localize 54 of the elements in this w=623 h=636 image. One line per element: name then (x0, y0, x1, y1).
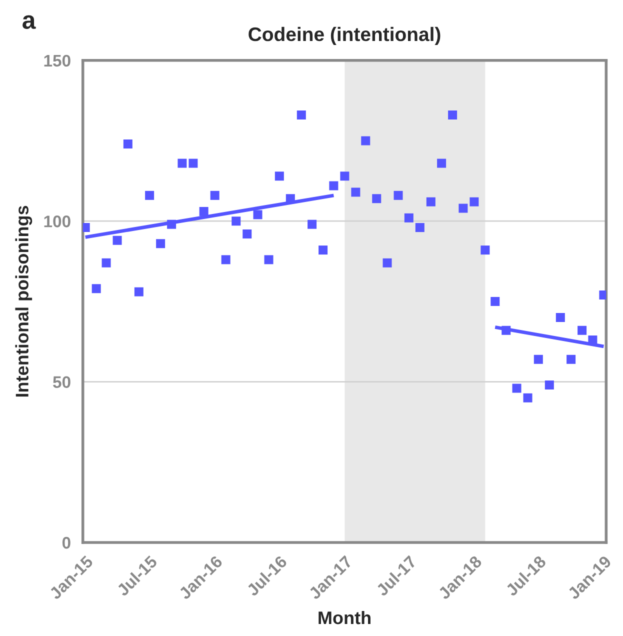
point (372, 194, 382, 204)
point (415, 223, 424, 232)
point (502, 326, 511, 335)
point (242, 229, 252, 238)
point (112, 236, 122, 245)
point (156, 239, 166, 248)
point (426, 197, 436, 206)
point (458, 204, 468, 213)
point (578, 326, 587, 335)
y-axis-title: Intentional poisonings (15, 206, 32, 397)
point (351, 188, 360, 197)
point (253, 210, 262, 220)
point (199, 206, 208, 216)
point (296, 110, 306, 120)
point (544, 380, 554, 390)
x-axis-title: Month (318, 610, 370, 624)
point (361, 136, 370, 146)
point (318, 246, 328, 255)
point (188, 158, 198, 168)
point (134, 287, 144, 296)
y-tick-label: 100 (44, 216, 70, 228)
text: a (22, 15, 36, 29)
point (178, 158, 187, 168)
point (232, 216, 241, 226)
chart-title: Codeine (intentional) (248, 26, 440, 46)
point (329, 181, 338, 190)
point (404, 213, 414, 222)
point (512, 384, 522, 393)
point (102, 258, 111, 268)
point (92, 284, 101, 294)
point (394, 190, 403, 200)
point (264, 255, 274, 264)
y-tick-label: 50 (53, 376, 70, 388)
point (437, 158, 446, 168)
point (566, 354, 576, 364)
y-tick-label: 0 (62, 536, 70, 549)
point (556, 313, 565, 322)
point (588, 336, 598, 345)
point (382, 258, 392, 268)
point (167, 220, 176, 229)
point (534, 354, 543, 364)
point (490, 296, 500, 306)
point (221, 255, 230, 264)
point (145, 190, 154, 200)
y-tick-label: 150 (44, 54, 70, 67)
point (470, 197, 479, 206)
point (448, 110, 458, 120)
point (210, 190, 220, 200)
point (274, 172, 284, 181)
point (523, 393, 532, 402)
point (123, 139, 132, 148)
point (340, 172, 350, 181)
point (480, 246, 490, 255)
point (308, 220, 317, 229)
